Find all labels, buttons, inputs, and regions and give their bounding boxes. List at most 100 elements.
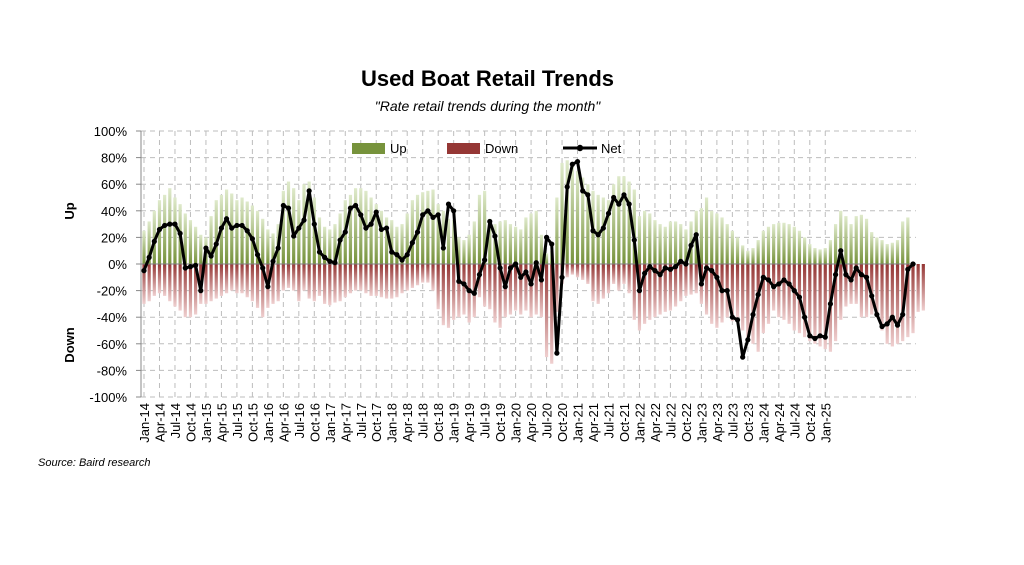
- bar-down: [637, 264, 642, 331]
- bar-up: [147, 221, 151, 264]
- bar-down: [885, 264, 889, 344]
- bar-down: [152, 264, 156, 296]
- bar-down: [710, 264, 714, 324]
- bar-down: [741, 264, 745, 331]
- bar-up: [725, 224, 729, 264]
- y-tick-label: -80%: [97, 363, 128, 378]
- bar-down: [751, 264, 755, 344]
- bar-up: [751, 248, 755, 264]
- x-tick-label: Oct-23: [741, 403, 756, 442]
- y-tick-label: -100%: [89, 390, 127, 405]
- x-tick-label: Jan-19: [447, 403, 462, 443]
- net-point: [198, 288, 204, 294]
- bar-up: [508, 224, 513, 264]
- legend-marker-net: [576, 144, 584, 152]
- bar-down: [328, 264, 332, 306]
- bar-up: [653, 220, 657, 264]
- net-point: [533, 260, 539, 266]
- y-tick-label: -60%: [97, 337, 128, 352]
- bar-down: [415, 264, 420, 286]
- net-point: [574, 158, 581, 165]
- net-point: [461, 281, 467, 287]
- bar-up: [766, 226, 771, 264]
- net-point: [621, 192, 627, 198]
- legend-swatch-up: [352, 143, 385, 154]
- x-tick-label: Apr-16: [276, 403, 291, 442]
- net-point: [322, 254, 328, 260]
- y-side-label-up: Up: [62, 202, 77, 219]
- net-point: [254, 252, 261, 258]
- bar-down: [178, 264, 182, 311]
- net-point: [497, 265, 503, 271]
- bar-down: [565, 264, 569, 278]
- bar-up: [286, 181, 291, 264]
- bar-down: [524, 264, 528, 311]
- bar-down: [245, 264, 249, 298]
- bar-up: [395, 226, 399, 264]
- x-tick-label: Jan-17: [323, 403, 338, 443]
- bar-up: [488, 218, 492, 264]
- bar-down: [250, 264, 254, 302]
- net-point: [528, 281, 534, 287]
- net-point: [358, 212, 364, 218]
- x-tick-label: Jan-25: [818, 403, 833, 443]
- net-point: [910, 261, 916, 267]
- net-point: [600, 225, 606, 231]
- bar-down: [663, 264, 667, 312]
- bar-down: [421, 264, 425, 283]
- bar-up: [462, 240, 466, 264]
- bar-up: [560, 162, 564, 264]
- bar-down: [230, 264, 234, 291]
- bar-up: [622, 176, 626, 264]
- net-point: [347, 205, 354, 211]
- bar-up: [746, 250, 750, 264]
- bar-up: [446, 218, 451, 264]
- bar-up: [699, 208, 703, 264]
- bar-up: [570, 164, 574, 264]
- net-point: [223, 216, 230, 222]
- bar-up: [679, 224, 683, 264]
- bar-up: [209, 216, 213, 264]
- net-point: [657, 272, 663, 278]
- bar-up: [792, 226, 796, 264]
- bar-down: [317, 264, 322, 296]
- bar-up: [875, 237, 879, 264]
- bar-down: [864, 264, 869, 318]
- bar-up: [281, 190, 285, 264]
- bar-up: [833, 224, 838, 264]
- bar-up: [854, 216, 858, 264]
- bar-down: [890, 264, 894, 347]
- bar-down: [673, 264, 678, 307]
- net-point: [471, 290, 477, 296]
- bar-up: [323, 226, 327, 264]
- bar-down: [338, 264, 342, 302]
- net-point: [626, 201, 632, 207]
- net-point: [394, 252, 400, 258]
- bar-down: [240, 264, 244, 294]
- x-tick-label: Jul-15: [230, 403, 245, 438]
- net-point: [848, 277, 854, 283]
- bar-down: [354, 264, 358, 291]
- y-tick-label: 40%: [101, 204, 127, 219]
- bar-down: [214, 264, 218, 299]
- net-point: [884, 321, 890, 327]
- source-note: Source: Baird research: [38, 457, 151, 469]
- bar-down: [446, 264, 451, 328]
- net-point: [569, 161, 575, 167]
- bar-up: [735, 237, 740, 264]
- net-point: [203, 245, 209, 251]
- bar-up: [632, 189, 636, 264]
- bar-down: [854, 264, 858, 304]
- bar-up: [859, 214, 863, 264]
- net-point: [879, 323, 885, 330]
- legend-label-net: Net: [601, 141, 622, 156]
- net-point: [156, 226, 163, 233]
- bar-down: [808, 264, 812, 342]
- bar-up: [183, 213, 187, 264]
- bar-down: [219, 264, 224, 296]
- net-point: [786, 281, 792, 287]
- net-point: [425, 208, 431, 214]
- bar-down: [787, 264, 791, 324]
- bar-up: [606, 200, 611, 264]
- bar-up: [539, 234, 544, 264]
